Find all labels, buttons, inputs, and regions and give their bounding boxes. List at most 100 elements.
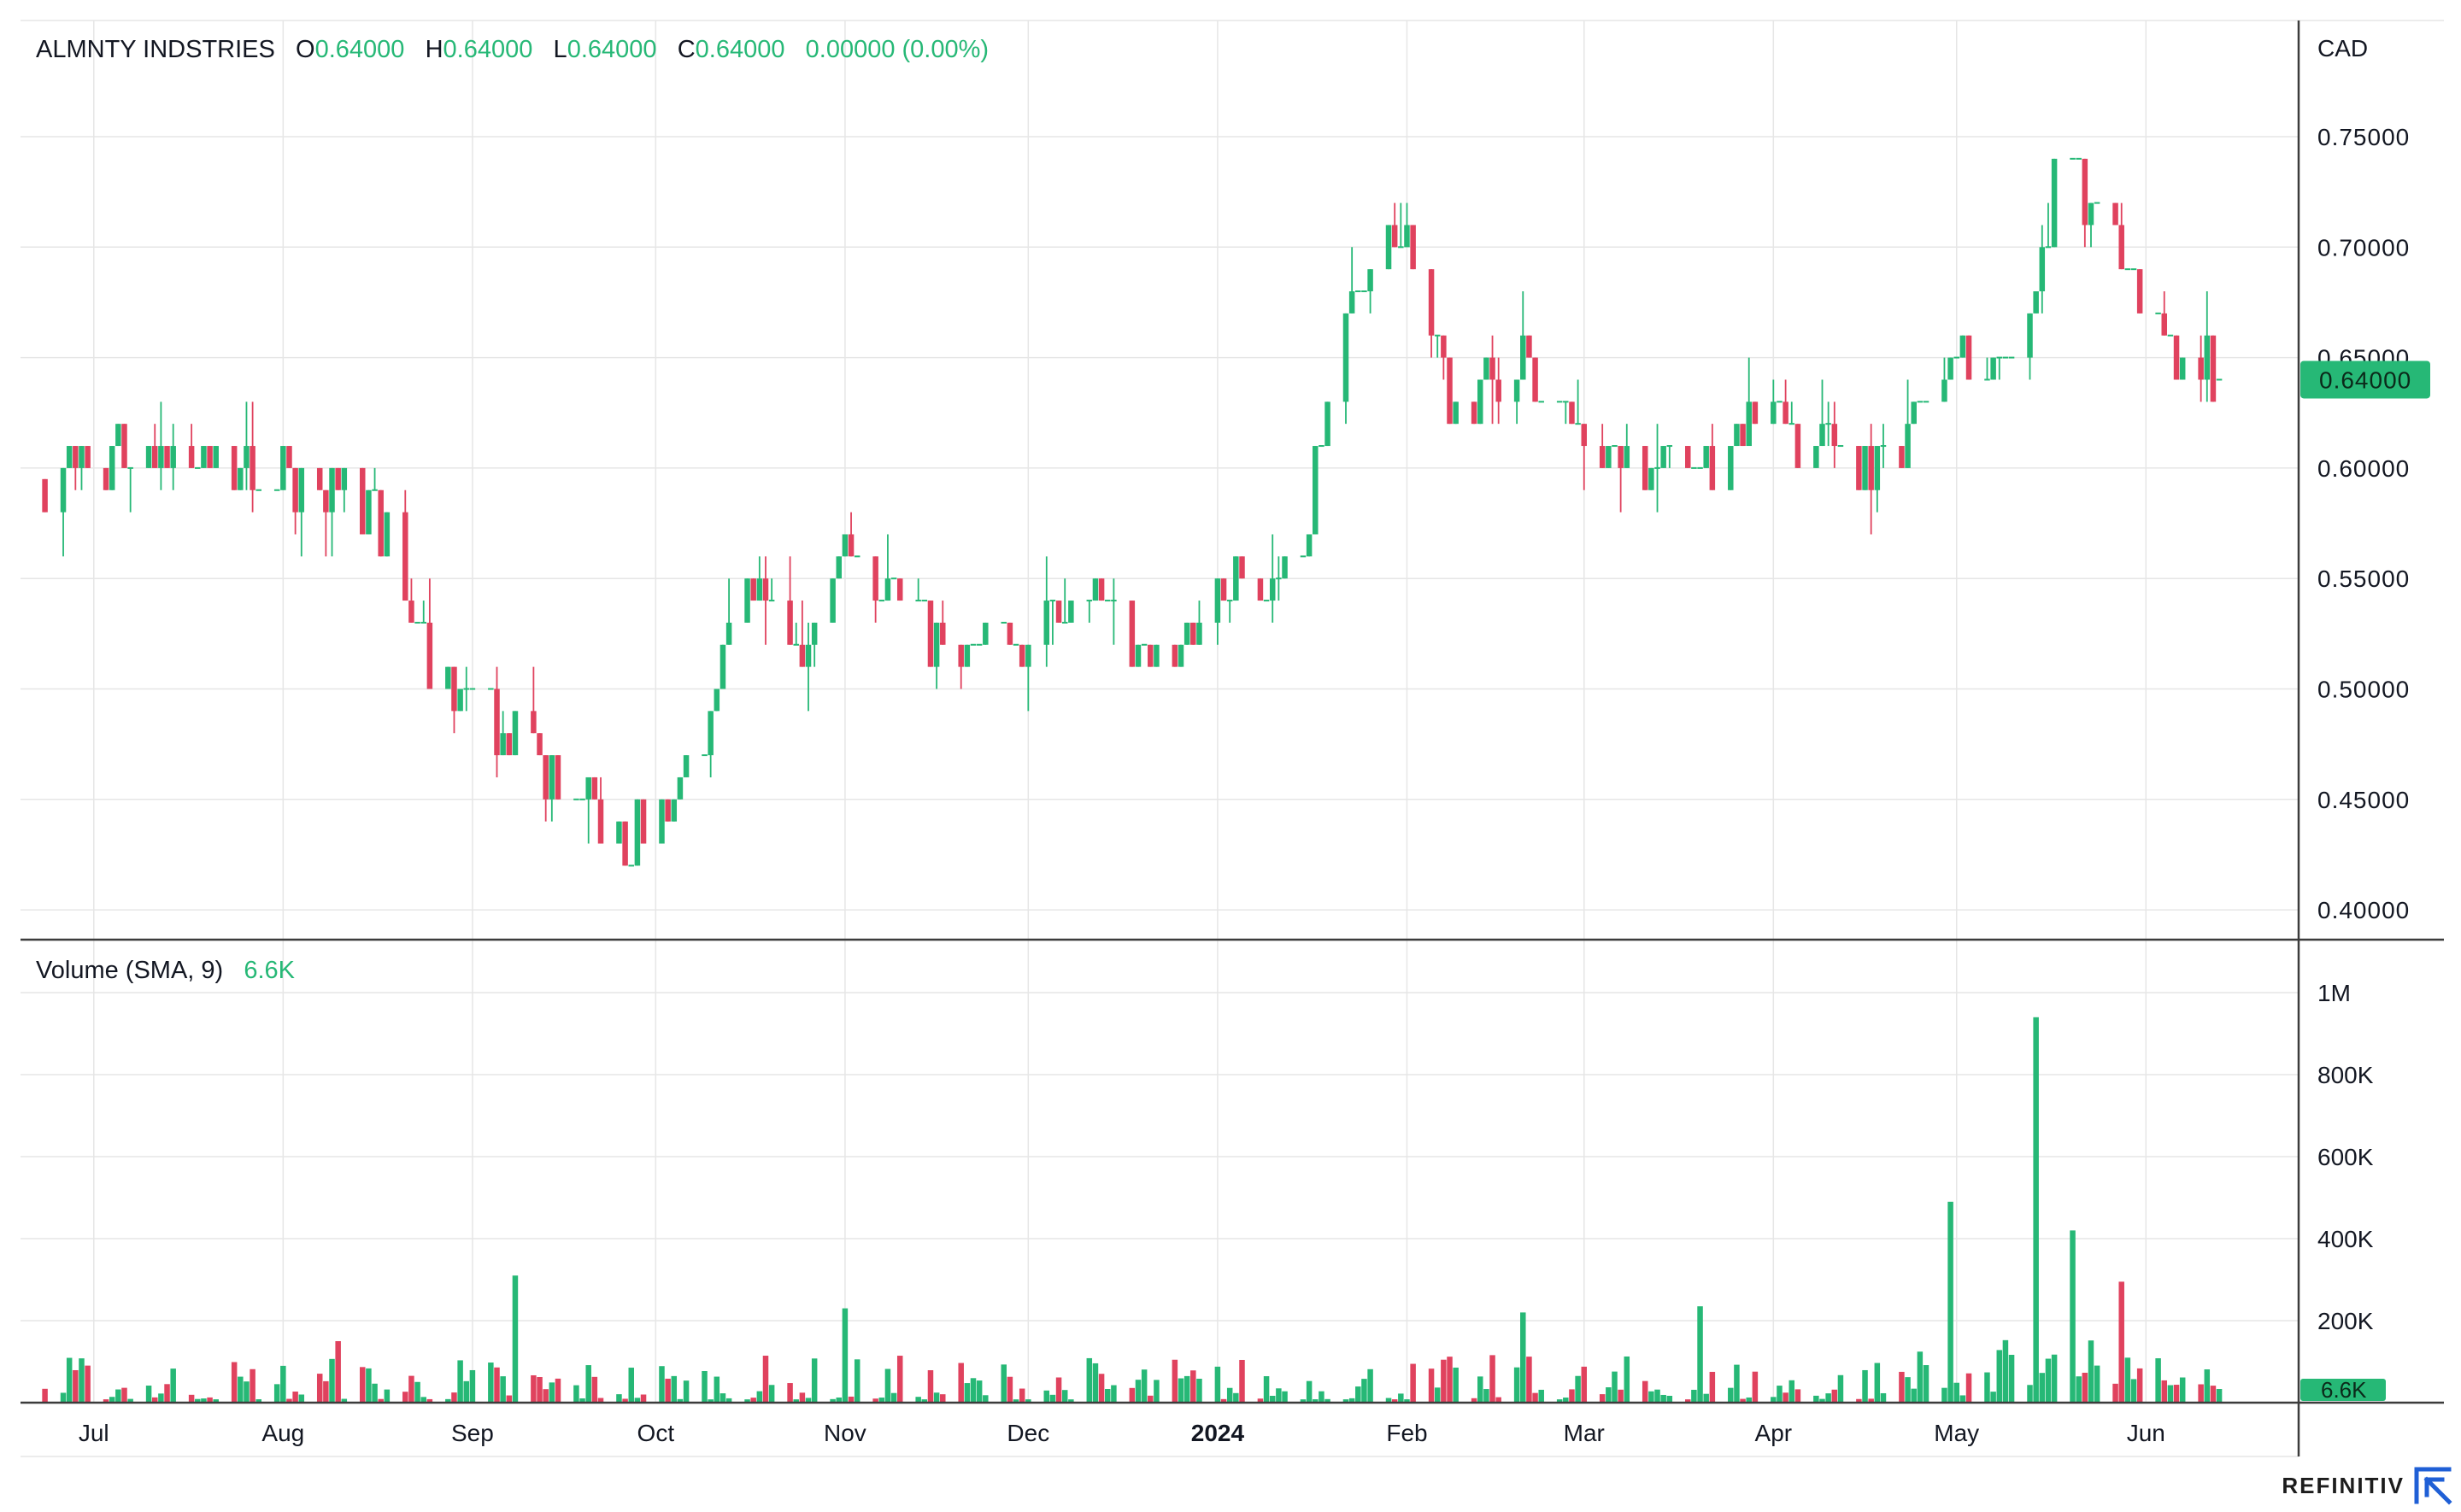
- volume-bar: [1055, 1377, 1062, 1403]
- price-candle: [1154, 644, 1160, 667]
- volume-bar: [1923, 1365, 1929, 1403]
- volume-bar: [1196, 1378, 1202, 1403]
- price-candle: [115, 424, 121, 447]
- price-candle: [1226, 600, 1233, 602]
- volume-tick-label: 1M: [2317, 980, 2351, 1006]
- volume-bar: [983, 1395, 989, 1403]
- refinitiv-logo[interactable]: REFINITIV: [2282, 1466, 2452, 1505]
- price-candle: [463, 688, 470, 690]
- price-candle: [360, 467, 366, 535]
- volume-bar: [1319, 1391, 1324, 1403]
- volume-bar: [1526, 1357, 1532, 1403]
- price-candle: [1477, 379, 1483, 425]
- price-candle: [958, 644, 964, 667]
- price-candle: [811, 622, 818, 645]
- volume-bar: [1013, 1399, 1019, 1403]
- volume-bar: [1666, 1395, 1673, 1403]
- volume-bar: [469, 1369, 476, 1403]
- volume-bar: [1959, 1395, 1966, 1403]
- price-candle: [1404, 225, 1410, 248]
- price-candle: [537, 733, 543, 756]
- price-candle: [799, 644, 806, 667]
- price-candle: [1513, 379, 1520, 402]
- volume-bar: [1783, 1392, 1788, 1403]
- currency-label: CAD: [2317, 35, 2368, 62]
- volume-bar: [1599, 1394, 1606, 1403]
- price-candle: [2210, 335, 2217, 402]
- volume-bar: [109, 1397, 115, 1403]
- price-candle: [426, 622, 433, 689]
- volume-bar: [750, 1398, 756, 1403]
- price-tick-label: 0.40000: [2317, 897, 2410, 923]
- volume-bar: [884, 1368, 891, 1403]
- price-candle: [1923, 401, 1929, 403]
- volume-bar: [2118, 1281, 2124, 1403]
- volume-value: 6.6K: [244, 957, 296, 984]
- price-candle: [927, 601, 934, 667]
- price-candle: [42, 478, 48, 513]
- volume-bar: [1624, 1356, 1630, 1403]
- price-candle: [1092, 578, 1099, 601]
- volume-bar: [1538, 1389, 1544, 1403]
- volume-bar: [1447, 1357, 1453, 1403]
- volume-bar: [1178, 1378, 1184, 1403]
- volume-bar: [1068, 1399, 1074, 1403]
- volume-bar: [531, 1374, 537, 1403]
- volume-legend: Volume (SMA, 9) 6.6K: [36, 957, 295, 985]
- volume-bar: [2082, 1372, 2088, 1403]
- volume-bar: [2076, 1376, 2082, 1403]
- volume-bar: [1391, 1399, 1398, 1403]
- price-tick-label: 0.70000: [2317, 234, 2410, 261]
- volume-bar: [2124, 1357, 2131, 1403]
- price-candle: [1666, 445, 1673, 448]
- volume-bar: [1263, 1376, 1270, 1403]
- price-candle: [1019, 644, 1025, 667]
- volume-bar: [1813, 1395, 1819, 1403]
- volume-bar: [1911, 1388, 1917, 1403]
- refinitiv-logo-icon: [2414, 1467, 2452, 1505]
- volume-bar: [244, 1381, 250, 1403]
- price-candle: [1453, 401, 1459, 425]
- price-candle: [1178, 644, 1184, 667]
- volume-bar: [1648, 1391, 1654, 1403]
- price-tick-label: 0.45000: [2317, 787, 2410, 813]
- volume-bar: [702, 1371, 708, 1403]
- volume-bar: [1404, 1399, 1410, 1403]
- price-candle: [2008, 356, 2015, 359]
- price-candle: [2124, 268, 2131, 271]
- price-candle: [79, 446, 85, 468]
- volume-bar: [292, 1392, 298, 1403]
- close-label: C: [677, 36, 696, 63]
- volume-bar: [1941, 1387, 1947, 1403]
- price-candle: [714, 689, 720, 712]
- volume-bar: [273, 1384, 280, 1403]
- price-candle: [1055, 601, 1062, 623]
- price-candle: [1819, 424, 1825, 447]
- price-candle: [1043, 601, 1050, 645]
- volume-bar: [1788, 1380, 1795, 1403]
- price-candle: [2161, 313, 2168, 336]
- price-candle: [158, 446, 164, 468]
- price-candle: [1996, 356, 2003, 359]
- volume-bar: [1819, 1398, 1825, 1403]
- price-candle: [1947, 357, 1953, 380]
- volume-bar: [451, 1392, 457, 1403]
- price-candle: [1746, 401, 1752, 447]
- price-candle: [1825, 423, 1831, 425]
- price-candle: [1342, 313, 1349, 402]
- price-candle: [634, 799, 641, 866]
- price-candle: [1734, 424, 1740, 447]
- price-candle: [677, 777, 684, 800]
- price-candle: [720, 644, 726, 689]
- volume-bar: [426, 1398, 433, 1403]
- price-candle: [250, 446, 255, 490]
- price-candle: [2027, 313, 2033, 358]
- price-candle: [408, 601, 414, 623]
- price-candle: [549, 755, 555, 800]
- price-candle: [2179, 357, 2186, 380]
- price-candle: [2130, 268, 2137, 271]
- volume-bar: [1184, 1375, 1190, 1403]
- volume-bar: [1190, 1370, 1196, 1403]
